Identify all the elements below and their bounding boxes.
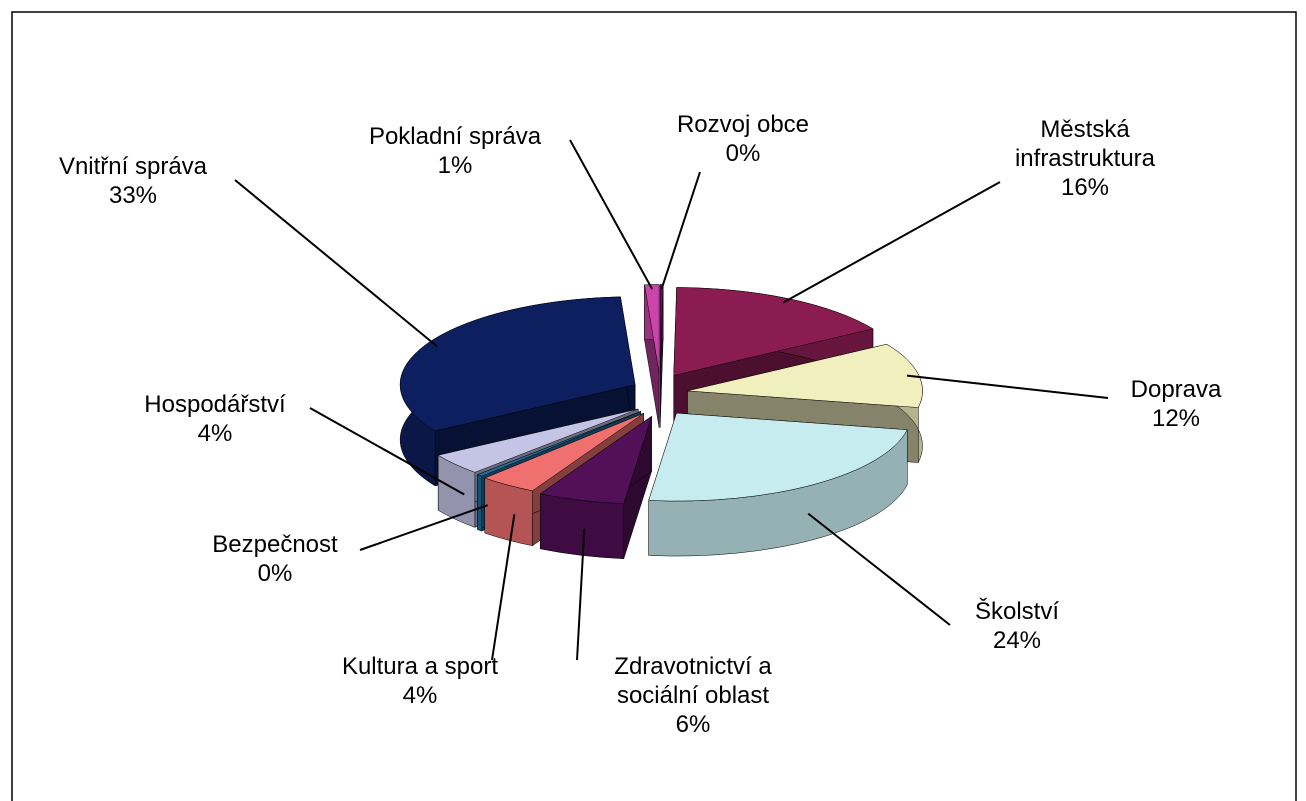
leader-line xyxy=(569,139,654,290)
leader-line xyxy=(309,407,465,496)
slice-label: Bezpečnost 0% xyxy=(145,530,405,588)
value-label: 0% xyxy=(257,560,293,587)
leader-line xyxy=(782,181,1001,304)
category-label: Doprava xyxy=(1130,376,1222,403)
frame xyxy=(11,11,1297,801)
category-label: Rozvoj obce xyxy=(676,111,810,138)
slice-label: Rozvoj obce 0% xyxy=(613,110,873,168)
leader-line xyxy=(359,504,489,551)
slice-label: Hospodářství 4% xyxy=(85,390,345,448)
slice-label: Kultura a sport 4% xyxy=(290,652,550,710)
value-label: 1% xyxy=(437,152,473,179)
category-label: Hospodářství xyxy=(144,391,286,418)
slice xyxy=(539,415,653,504)
slice xyxy=(484,413,644,492)
leader-line xyxy=(807,512,951,626)
leader-line xyxy=(234,179,438,348)
value-label: 4% xyxy=(402,682,438,709)
slice-label: Městská infrastruktura 16% xyxy=(955,115,1215,202)
value-label: 24% xyxy=(992,627,1042,654)
leader-line xyxy=(660,171,701,290)
slice-wall xyxy=(540,493,624,560)
category-label: Kultura a sport xyxy=(341,653,499,680)
leader-line xyxy=(576,529,586,661)
value-label: 4% xyxy=(197,420,233,447)
slice-label: Školství 24% xyxy=(887,597,1147,655)
slice-label: Vnitřní správa 33% xyxy=(3,152,263,210)
slice xyxy=(476,411,641,477)
category-label: Vnitřní správa xyxy=(58,153,208,180)
value-label: 16% xyxy=(1060,174,1110,201)
category-label: Městská infrastruktura xyxy=(1014,116,1156,172)
category-label: Zdravotnictví a sociální oblast xyxy=(614,653,772,709)
leader-line xyxy=(906,374,1109,399)
slice xyxy=(399,296,636,432)
leader-line xyxy=(491,514,516,661)
category-label: Bezpečnost xyxy=(212,531,338,558)
slice xyxy=(644,284,660,373)
category-label: Pokladní správa xyxy=(368,123,542,150)
slice xyxy=(437,408,639,473)
category-label: Školství xyxy=(974,598,1060,625)
value-label: 0% xyxy=(725,140,761,167)
value-label: 12% xyxy=(1151,405,1201,432)
slice xyxy=(687,343,923,408)
slice-label: Doprava 12% xyxy=(1046,375,1306,433)
slice-label: Pokladní správa 1% xyxy=(325,122,585,180)
slice-label: Zdravotnictví a sociální oblast 6% xyxy=(563,652,823,739)
value-label: 33% xyxy=(108,182,158,209)
value-label: 6% xyxy=(675,711,711,738)
slice-wall xyxy=(477,474,483,532)
slice xyxy=(648,412,908,502)
